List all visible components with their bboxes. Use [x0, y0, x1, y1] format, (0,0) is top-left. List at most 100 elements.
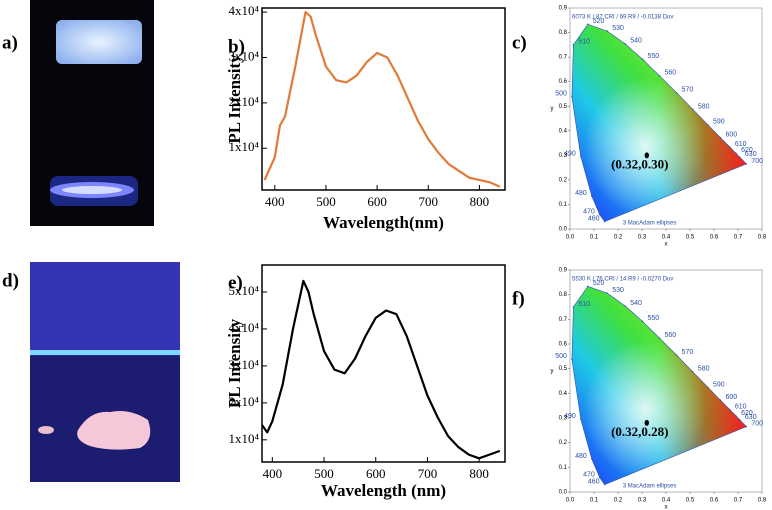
locus-label: 500 [555, 91, 567, 98]
locus-point [739, 156, 741, 158]
x-tick-label: 0.0 [566, 235, 575, 241]
locus-point [571, 96, 573, 98]
gamut [571, 24, 747, 222]
locus-label: 560 [665, 70, 677, 77]
panel-label: c) [512, 32, 527, 53]
x-tick-label: 0.7 [734, 498, 743, 504]
panel-label: b) [228, 36, 245, 57]
point-label: (0.32,0.30) [611, 156, 668, 171]
panel-label: e) [228, 272, 243, 293]
x-tick-label: 500 [314, 466, 334, 481]
x-tick-label: 0.3 [638, 498, 647, 504]
cct-text: 5530 K / 76 CRI / 14 R9 / -0.0270 Duv [572, 277, 673, 283]
y-tick-label: 0.8 [559, 30, 568, 36]
locus-label: 560 [665, 332, 677, 339]
x-tick-label: 0.2 [614, 235, 623, 241]
y-tick-label: 2x10⁴ [228, 94, 259, 109]
locus-label: 590 [713, 381, 725, 388]
locus-label: 610 [735, 141, 747, 148]
locus-label: 480 [575, 453, 587, 460]
y-tick-label: 0.0 [559, 227, 568, 233]
y-tick-label: 4x10⁴ [228, 3, 259, 18]
locus-point [591, 458, 593, 460]
panel-label: a) [2, 32, 18, 53]
locus-label: 480 [575, 190, 587, 197]
locus-label: 630 [745, 414, 757, 421]
y-tick-label: 4x10⁴ [228, 320, 259, 335]
y-tick-label: 0.6 [559, 342, 568, 348]
y-tick-label: 0.8 [559, 292, 568, 298]
locus-point [624, 43, 626, 45]
x-tick-label: 0.2 [614, 498, 623, 504]
x-axis-label: Wavelength (nm) [321, 481, 446, 500]
chromaticity-point [644, 152, 649, 159]
y-tick-label: 0.3 [559, 153, 568, 159]
x-tick-label: 0.4 [662, 235, 671, 241]
point-label: (0.32,0.28) [611, 424, 668, 439]
y-axis-label: y [551, 106, 554, 112]
locus-point [580, 418, 582, 420]
locus-point [599, 476, 601, 479]
locus-point [572, 44, 575, 46]
locus-point [658, 75, 661, 77]
x-tick-label: 800 [470, 194, 490, 209]
x-tick-label: 0.0 [566, 498, 575, 504]
locus-point [591, 195, 593, 198]
locus-label: 470 [583, 209, 595, 216]
x-tick-label: 0.6 [710, 235, 719, 241]
locus-label: 630 [745, 151, 757, 158]
x-tick-label: 600 [366, 466, 386, 481]
locus-label: 590 [713, 119, 725, 126]
x-tick-label: 0.3 [638, 235, 647, 241]
locus-point [675, 354, 678, 356]
locus-point [658, 337, 661, 339]
y-tick-label: 0.7 [559, 317, 568, 323]
locus-point [735, 415, 737, 417]
plot-frame [261, 7, 506, 191]
x-tick-label: 400 [265, 194, 285, 209]
locus-label: 540 [630, 300, 642, 307]
locus-point [571, 358, 573, 360]
y-tick-label: 3x10⁴ [228, 48, 259, 63]
x-tick-label: 500 [316, 194, 336, 209]
x-tick-label: 0.7 [734, 235, 743, 241]
locus-label: 550 [647, 53, 659, 60]
panel-label: f) [512, 288, 525, 309]
locus-outline [571, 285, 747, 485]
locus-label: 460 [588, 478, 600, 485]
locus-label: 540 [630, 38, 642, 45]
locus-label: 580 [698, 103, 710, 110]
x-tick-label: 700 [418, 466, 438, 481]
spectrum-line [263, 11, 501, 188]
y-tick-label: 0.1 [559, 465, 568, 471]
locus-point [587, 285, 589, 287]
y-tick-label: 0.4 [559, 391, 568, 397]
locus-point [735, 152, 737, 155]
ellipse-text: 3 MacAdam ellipses [623, 484, 677, 490]
locus-label: 530 [612, 25, 624, 32]
locus-point [580, 155, 582, 158]
y-tick-label: 0.7 [559, 55, 568, 61]
y-tick-label: 0.4 [559, 128, 568, 134]
y-tick-label: 5x10⁴ [228, 283, 259, 298]
x-tick-label: 0.5 [686, 498, 695, 504]
locus-label: 700 [751, 158, 763, 165]
plot-frame [261, 264, 506, 463]
ellipse-text: 3 MacAdam ellipses [623, 221, 677, 227]
x-tick-label: 0.8 [758, 498, 767, 504]
y-tick-label: 2x10⁴ [228, 394, 259, 409]
y-tick-label: 0.9 [559, 6, 568, 12]
locus-point [729, 408, 731, 411]
y-tick-label: 0.2 [559, 177, 568, 183]
y-tick-label: 1x10⁴ [228, 139, 259, 154]
x-tick-label: 0.5 [686, 235, 695, 241]
locus-point [603, 483, 606, 486]
x-tick-label: 0.1 [590, 235, 599, 241]
locus-point [675, 92, 678, 94]
locus-label: 620 [741, 410, 753, 417]
y-tick-label: 0.9 [559, 268, 568, 274]
y-tick-label: 0.0 [559, 490, 568, 496]
locus-point [719, 399, 722, 401]
locus-label: 570 [682, 87, 694, 94]
locus-label: 510 [578, 301, 590, 308]
